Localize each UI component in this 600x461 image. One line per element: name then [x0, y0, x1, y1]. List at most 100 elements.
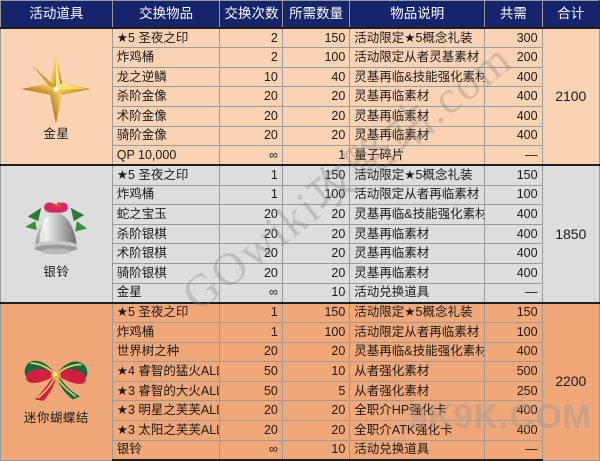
required-qty-cell: 40	[281, 66, 351, 88]
total-needed-cell: 400	[484, 204, 543, 225]
exchange-item-cell: ★5 圣夜之印	[111, 164, 221, 186]
item-desc-cell: 全职介HP强化卡	[349, 400, 486, 421]
exchange-count-cell: 20	[219, 341, 283, 363]
total-needed-cell: 400	[484, 125, 543, 147]
grand-total-cell: 2100	[541, 26, 600, 166]
item-desc-cell: 灵基再临素材	[349, 263, 486, 284]
table-row: 银铃 ★5 圣夜之印 1 150 活动限定★5概念礼装 150 1850	[0, 164, 600, 304]
item-desc-cell: 活动限定★5概念礼装	[349, 301, 486, 323]
exchange-count-cell: ∞	[219, 439, 283, 461]
item-desc-cell: 灵基再临素材	[349, 243, 486, 264]
exchange-item-cell: ★5 圣夜之印	[111, 301, 221, 323]
item-desc-cell: 灵基再临素材	[349, 125, 486, 147]
silver-bell-icon	[5, 190, 108, 264]
total-needed-cell: —	[484, 439, 543, 461]
exchange-item-cell: ★4 睿智的猛火ALL	[111, 361, 221, 382]
table-row: 炸鸡桶 1 100 活动限定从者再临素材 100	[1, 184, 600, 206]
exchange-item-cell: 蛇之宝玉	[111, 204, 221, 225]
ribbon-bow-icon	[5, 338, 108, 410]
gold-star-icon	[5, 52, 108, 126]
total-needed-cell: 400	[484, 86, 543, 107]
item-desc-cell: 从者强化素材	[349, 380, 486, 402]
activity-item-label: 金星	[43, 127, 70, 142]
required-qty-cell: 100	[281, 321, 351, 343]
activity-item-label: 银铃	[43, 264, 70, 279]
exchange-count-cell: 20	[219, 243, 283, 264]
exchange-count-cell: 2	[219, 47, 283, 68]
total-needed-cell: 100	[484, 321, 543, 343]
table-row: ★3 明星之芙芙ALL 20 20 全职介HP强化卡 400	[1, 400, 600, 421]
table-row: 杀阶金像 20 20 灵基再临素材 400	[1, 86, 600, 107]
exchange-count-cell: 20	[219, 263, 283, 284]
grand-total-cell: 2200	[541, 301, 600, 461]
total-needed-cell: 150	[484, 164, 543, 186]
required-qty-cell: 20	[281, 400, 351, 421]
exchange-count-cell: 20	[219, 400, 283, 421]
item-desc-cell: 活动限定★5概念礼装	[349, 27, 486, 49]
activity-item-cell: 金星	[0, 26, 113, 166]
required-qty-cell: 100	[281, 47, 351, 68]
exchange-item-cell: QP 10,000	[111, 145, 221, 166]
table-row: 金星 ★5 圣夜之印 2 150 活动限定★5概念礼装 300 2100	[0, 26, 600, 166]
total-needed-cell: 400	[484, 106, 543, 127]
item-desc-cell: 灵基再临素材	[349, 223, 486, 245]
exchange-item-cell: ★3 明星之芙芙ALL	[111, 400, 221, 421]
required-qty-cell: 20	[281, 204, 351, 225]
activity-item-cell: 迷你蝴蝶结	[0, 301, 113, 461]
item-desc-cell: 全职介ATK强化卡	[349, 420, 486, 441]
exchange-item-cell: 杀阶银棋	[111, 223, 221, 245]
required-qty-cell: 1	[281, 145, 351, 166]
item-desc-cell: 活动限定从者灵基素材	[349, 47, 486, 68]
required-qty-cell: 20	[281, 263, 351, 284]
exchange-item-cell: 炸鸡桶	[111, 321, 221, 343]
exchange-count-cell: 20	[219, 106, 283, 127]
required-qty-cell: 10	[281, 439, 351, 461]
item-desc-cell: 活动兑换道具	[349, 282, 486, 304]
header-exchange-count: 交换次数	[219, 0, 283, 29]
exchange-item-cell: 杀阶金像	[111, 86, 221, 107]
total-needed-cell: 100	[484, 184, 543, 206]
required-qty-cell: 20	[281, 341, 351, 363]
table-header: 活动道具 交换物品 交换次数 所需数量 物品说明 共需 合计	[0, 0, 600, 29]
exchange-count-cell: 1	[219, 164, 283, 186]
header-total-needed: 共需	[484, 0, 543, 29]
exchange-count-cell: 50	[219, 361, 283, 382]
exchange-item-cell: 术阶银棋	[111, 243, 221, 264]
table-row: 炸鸡桶 2 100 活动限定从者灵基素材 200	[1, 47, 600, 68]
required-qty-cell: 20	[281, 106, 351, 127]
item-desc-cell: 灵基再临素材	[349, 86, 486, 107]
table-row: 术阶金像 20 20 灵基再临素材 400	[1, 106, 600, 127]
total-needed-cell: 400	[484, 66, 543, 88]
table-row: 迷你蝴蝶结 ★5 圣夜之印 1 150 活动限定★5概念礼装 150 2200	[0, 301, 600, 461]
required-qty-cell: 20	[281, 420, 351, 441]
item-desc-cell: 灵基再临素材	[349, 106, 486, 127]
exchange-item-cell: 炸鸡桶	[111, 184, 221, 206]
item-desc-cell: 活动限定从者再临素材	[349, 184, 486, 206]
item-desc-cell: 活动限定★5概念礼装	[349, 164, 486, 186]
required-qty-cell: 150	[281, 27, 351, 49]
activity-item-cell: 银铃	[0, 164, 113, 304]
total-needed-cell: 150	[484, 301, 543, 323]
exchange-count-cell: 20	[219, 125, 283, 147]
total-needed-cell: 400	[484, 223, 543, 245]
table-body: 金星 ★5 圣夜之印 2 150 活动限定★5概念礼装 300 2100 炸鸡桶 2 100 活动限…	[0, 26, 600, 461]
exchange-item-cell: ★3 太阳之芙芙ALL	[111, 420, 221, 441]
exchange-item-cell: 银铃	[111, 439, 221, 461]
exchange-count-cell: 20	[219, 420, 283, 441]
header-item-desc: 物品说明	[349, 0, 486, 29]
exchange-count-cell: ∞	[219, 145, 283, 166]
exchange-count-cell: 20	[219, 204, 283, 225]
exchange-item-cell: 炸鸡桶	[111, 47, 221, 68]
exchange-count-cell: 1	[219, 321, 283, 343]
table-row: 骑阶金像 20 20 灵基再临素材 400	[1, 125, 600, 147]
total-needed-cell: 400	[484, 341, 543, 363]
activity-item-label: 迷你蝴蝶结	[23, 411, 89, 426]
header-row: 活动道具 交换物品 交换次数 所需数量 物品说明 共需 合计	[0, 0, 600, 29]
table-row: 龙之逆鳞 10 40 灵基再临&技能强化素材 400	[1, 66, 600, 88]
total-needed-cell: 400	[484, 243, 543, 264]
grand-total-cell: 1850	[541, 164, 600, 304]
table-row: 术阶银棋 20 20 灵基再临素材 400	[1, 243, 600, 264]
exchange-count-cell: ∞	[219, 282, 283, 304]
